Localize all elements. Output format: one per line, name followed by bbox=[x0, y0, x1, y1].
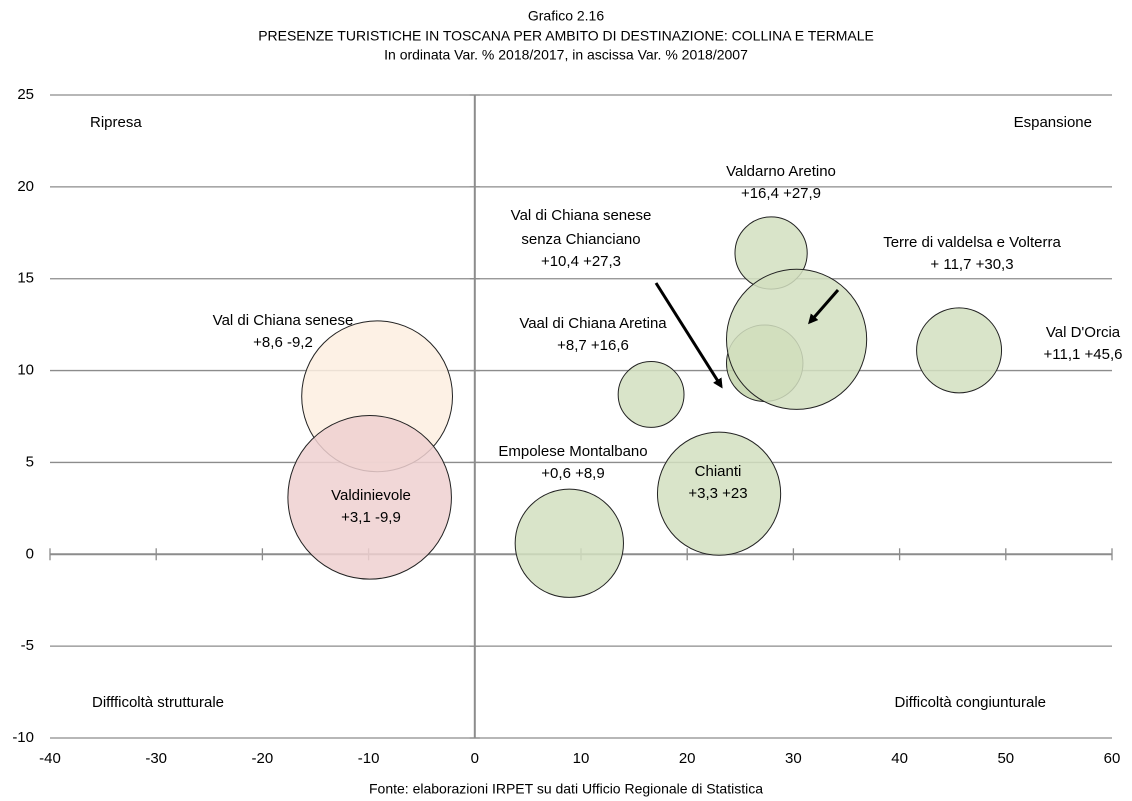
quadrant-label: Diffficoltà strutturale bbox=[92, 694, 224, 711]
bubble-label: Val D'Orcia bbox=[1046, 324, 1121, 341]
arrow bbox=[654, 282, 723, 389]
x-tick-label: 10 bbox=[573, 750, 590, 767]
chart-subtitle: PRESENZE TURISTICHE IN TOSCANA PER AMBIT… bbox=[258, 28, 874, 44]
x-tick-label: -20 bbox=[252, 750, 274, 767]
bubble bbox=[514, 488, 624, 598]
x-tick-label: -30 bbox=[145, 750, 167, 767]
quadrant-label: Espansione bbox=[1014, 114, 1092, 131]
y-tick-label: 5 bbox=[26, 453, 34, 470]
bubble-label: Valdarno Aretino bbox=[726, 163, 836, 180]
bubble-label: Empolese Montalbano bbox=[498, 443, 647, 460]
bubble-label: Chianti bbox=[695, 463, 742, 480]
value-label: + 11,7 +30,3 bbox=[930, 256, 1013, 273]
y-tick-label: -5 bbox=[21, 637, 34, 654]
value-label: +10,4 +27,3 bbox=[541, 253, 621, 270]
bubble bbox=[617, 361, 685, 428]
x-tick-label: 50 bbox=[997, 750, 1014, 767]
x-tick-label: 20 bbox=[679, 750, 696, 767]
value-label: +11,1 +45,6 bbox=[1044, 346, 1123, 363]
x-tick-label: -10 bbox=[358, 750, 380, 767]
bubble-label: Vaal di Chiana Aretina bbox=[519, 315, 667, 332]
value-label: +16,4 +27,9 bbox=[741, 185, 821, 202]
bubble-label: Val di Chiana senese bbox=[213, 312, 354, 329]
x-tick-label: 0 bbox=[471, 750, 479, 767]
y-tick-label: 20 bbox=[17, 178, 34, 195]
quadrant-label: Ripresa bbox=[90, 114, 142, 131]
value-label: +8,7 +16,6 bbox=[557, 337, 629, 354]
bubble-label: senza Chianciano bbox=[521, 231, 640, 248]
y-tick-label: 25 bbox=[17, 86, 34, 103]
y-tick-label: 15 bbox=[17, 270, 34, 287]
value-label: +0,6 +8,9 bbox=[541, 465, 604, 482]
x-tick-label: 60 bbox=[1104, 750, 1121, 767]
bubble bbox=[287, 415, 452, 580]
plot-area: -10 -5 0 5 10 15 20 25 -40 -30 -20 -10 0 10 20 30 40 50 60… bbox=[12, 86, 1122, 767]
x-tick-label: 40 bbox=[891, 750, 908, 767]
bubble-label: Valdinievole bbox=[331, 487, 411, 504]
grid bbox=[49, 94, 1113, 739]
chart-title: Grafico 2.16 bbox=[528, 8, 604, 24]
arrow bbox=[808, 289, 840, 325]
y-tick-label: 10 bbox=[17, 362, 34, 379]
bubble-label: Val di Chiana senese bbox=[511, 207, 652, 224]
value-label: +3,1 -9,9 bbox=[341, 509, 401, 526]
quadrant-label: Difficoltà congiunturale bbox=[895, 694, 1046, 711]
y-tick-label: 0 bbox=[26, 545, 34, 562]
chart-subtitle: In ordinata Var. % 2018/2017, in ascissa… bbox=[384, 47, 748, 63]
bubble-label: Terre di valdelsa e Volterra bbox=[883, 234, 1061, 251]
bubble bbox=[916, 307, 1003, 394]
source-note: Fonte: elaborazioni IRPET su dati Uffici… bbox=[369, 781, 763, 797]
x-tick-label: 30 bbox=[785, 750, 802, 767]
y-tick-label: -10 bbox=[12, 729, 34, 746]
value-label: +8,6 -9,2 bbox=[253, 334, 313, 351]
bubble bbox=[725, 268, 868, 410]
bubble bbox=[656, 431, 782, 556]
value-label: +3,3 +23 bbox=[688, 485, 747, 502]
x-tick-label: -40 bbox=[39, 750, 61, 767]
